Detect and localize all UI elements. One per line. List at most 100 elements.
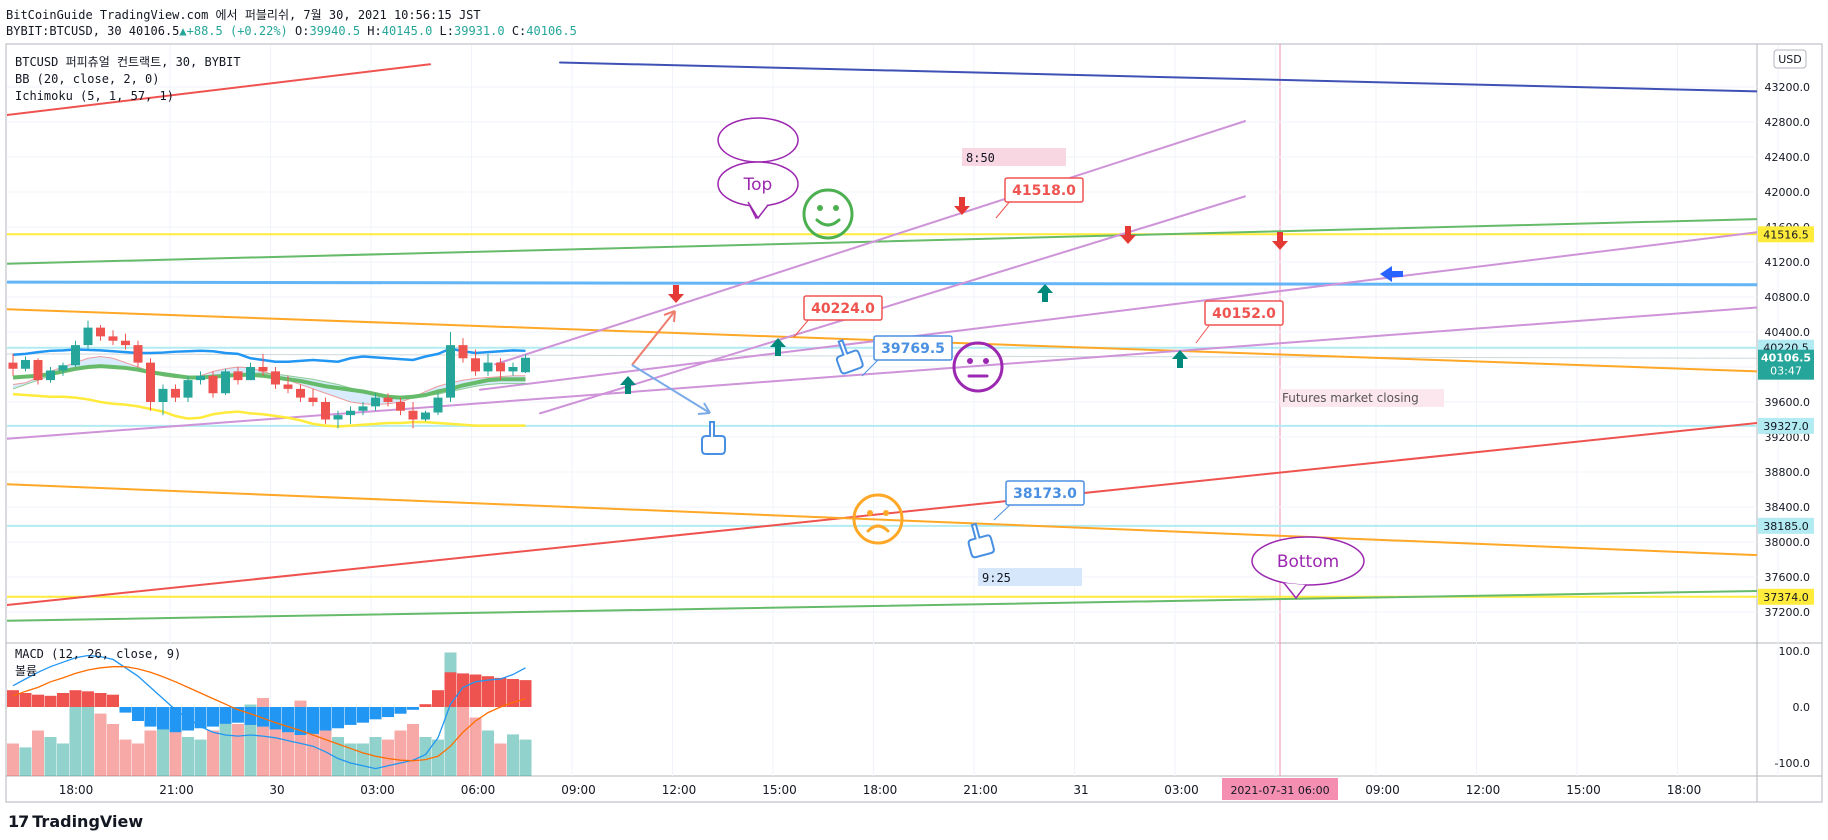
time-marker-925[interactable] [978, 568, 1082, 586]
neutral-face-icon-outline [952, 341, 1004, 393]
macd-hist-bar [457, 673, 469, 707]
candle-body [83, 327, 93, 346]
time-tick-label: 03:00 [360, 783, 395, 797]
candle-body [46, 370, 55, 381]
arrow-left-icon[interactable] [1380, 266, 1403, 282]
sad-face-icon[interactable] [852, 493, 904, 545]
legend-bb: BB (20, close, 2, 0) [15, 72, 160, 86]
line-violet-steep[interactable] [494, 120, 1246, 366]
arrow-down-icon[interactable] [1272, 232, 1288, 250]
bubble-bottom-tail [1283, 582, 1307, 600]
line-red-upper[interactable] [7, 63, 431, 116]
price-tick-label: 37200.0 [1765, 606, 1811, 619]
candle-body [358, 406, 368, 411]
callout-38173[interactable] [1005, 480, 1085, 506]
projection-arrow-up[interactable] [631, 310, 676, 366]
pointing-hand-icon[interactable] [831, 337, 864, 375]
smile-face-icon[interactable] [802, 188, 854, 240]
candle-body [171, 388, 180, 398]
price-tick-label: 42400.0 [1765, 151, 1811, 164]
callout-40224-text: 40224.0 [811, 301, 875, 317]
candle-body [458, 345, 468, 359]
candle-body [421, 412, 430, 420]
candle-body [196, 375, 205, 381]
chart-frame [5, 43, 1823, 803]
line-green-upper[interactable] [7, 218, 1757, 265]
bubble-top-tail [747, 201, 769, 220]
tradingview-brand[interactable]: 17 TradingView [8, 812, 143, 831]
legend-main: BTCUSD 퍼피츄얼 컨트랙트, 30, BYBIT [15, 55, 241, 69]
price-tick-label: 40800.0 [1765, 291, 1811, 304]
cursor-time-badge [1222, 778, 1338, 800]
ohlc-high-label: H: [367, 24, 382, 38]
ohlc-close-label: C: [511, 24, 527, 38]
price-badge [1758, 349, 1814, 380]
candle-body [383, 397, 393, 402]
price-badge [1758, 588, 1814, 605]
pointing-hand-icon[interactable] [964, 521, 995, 559]
candle-body [208, 375, 218, 394]
candle-body [396, 402, 405, 411]
macd-hist-bar [319, 707, 332, 731]
volume-bar [169, 724, 182, 776]
projection-arrow-up-head [663, 310, 676, 323]
futures-closing-box[interactable] [1280, 389, 1444, 407]
macd-hist-bar [244, 707, 257, 725]
arrow-down-icon[interactable] [1120, 226, 1136, 244]
time-marker-850[interactable] [962, 148, 1066, 166]
line-violet-upper[interactable] [479, 231, 1757, 391]
macd-hist-bar [44, 695, 57, 707]
legend-ichimoku: Ichimoku (5, 1, 57, 1) [15, 89, 174, 103]
line-navy[interactable] [559, 61, 1757, 93]
macd-hist-bar [69, 690, 82, 707]
arrow-up-icon[interactable] [620, 376, 636, 394]
volume-bar [394, 730, 407, 776]
macd-hist-bar [207, 707, 219, 727]
callout-40224[interactable] [803, 295, 883, 321]
price-badge-text: 39327.0 [1763, 420, 1809, 433]
bubble-bottom-body[interactable] [1251, 536, 1365, 586]
arrow-down-icon[interactable] [954, 197, 970, 215]
ohlc-high: 40145.0 [381, 24, 433, 38]
candle-body [133, 345, 143, 363]
bubble-bottom-text: Bottom [1277, 552, 1339, 572]
projection-arrow-down[interactable] [631, 364, 711, 414]
arrow-up-icon[interactable] [1172, 350, 1188, 368]
candle-body [258, 367, 268, 372]
price-tick-label: 39600.0 [1765, 396, 1811, 409]
macd-tick-label: 100.0 [1779, 645, 1811, 658]
candle-body [233, 371, 243, 381]
callout-39769[interactable] [873, 335, 953, 361]
pointing-hand-icon[interactable] [701, 421, 726, 455]
macd-hist-bar [194, 707, 207, 729]
line-orange-lower[interactable] [7, 483, 1757, 557]
price-tick-label: 39200.0 [1765, 431, 1811, 444]
candle-body [146, 362, 155, 402]
arrow-down-icon[interactable] [668, 285, 684, 303]
line-green-lower[interactable] [7, 590, 1757, 622]
macd-hist-bar [219, 707, 232, 724]
time-tick-label: 15:00 [762, 783, 797, 797]
price-tick-label: 42000.0 [1765, 186, 1811, 199]
volume-bar [482, 730, 494, 776]
line-violet-channel-low[interactable] [7, 306, 1757, 440]
neutral-face-icon[interactable] [952, 341, 1004, 393]
line-red-lower[interactable] [7, 422, 1757, 606]
change-up-icon: ▲ [179, 24, 187, 38]
arrow-up-icon[interactable] [1037, 284, 1053, 302]
currency-button[interactable] [1773, 49, 1807, 69]
macd-hist-bar [344, 707, 357, 725]
price-tick-label: 43200.0 [1765, 81, 1811, 94]
macd-hist-bar [132, 707, 144, 721]
cursor-time-text: 2021-07-31 06:00 [1230, 784, 1329, 797]
line-blue-horizontal[interactable] [7, 280, 1757, 287]
callout-41518[interactable] [1004, 177, 1084, 203]
arrow-up-icon[interactable] [770, 338, 786, 356]
time-tick-label: 03:00 [1164, 783, 1199, 797]
line-violet-mid[interactable] [539, 195, 1246, 415]
futures-closing-text: Futures market closing [1282, 391, 1419, 405]
candle-body [71, 345, 80, 366]
callout-40152[interactable] [1204, 300, 1284, 326]
ohlc-low-label: L: [439, 24, 454, 38]
